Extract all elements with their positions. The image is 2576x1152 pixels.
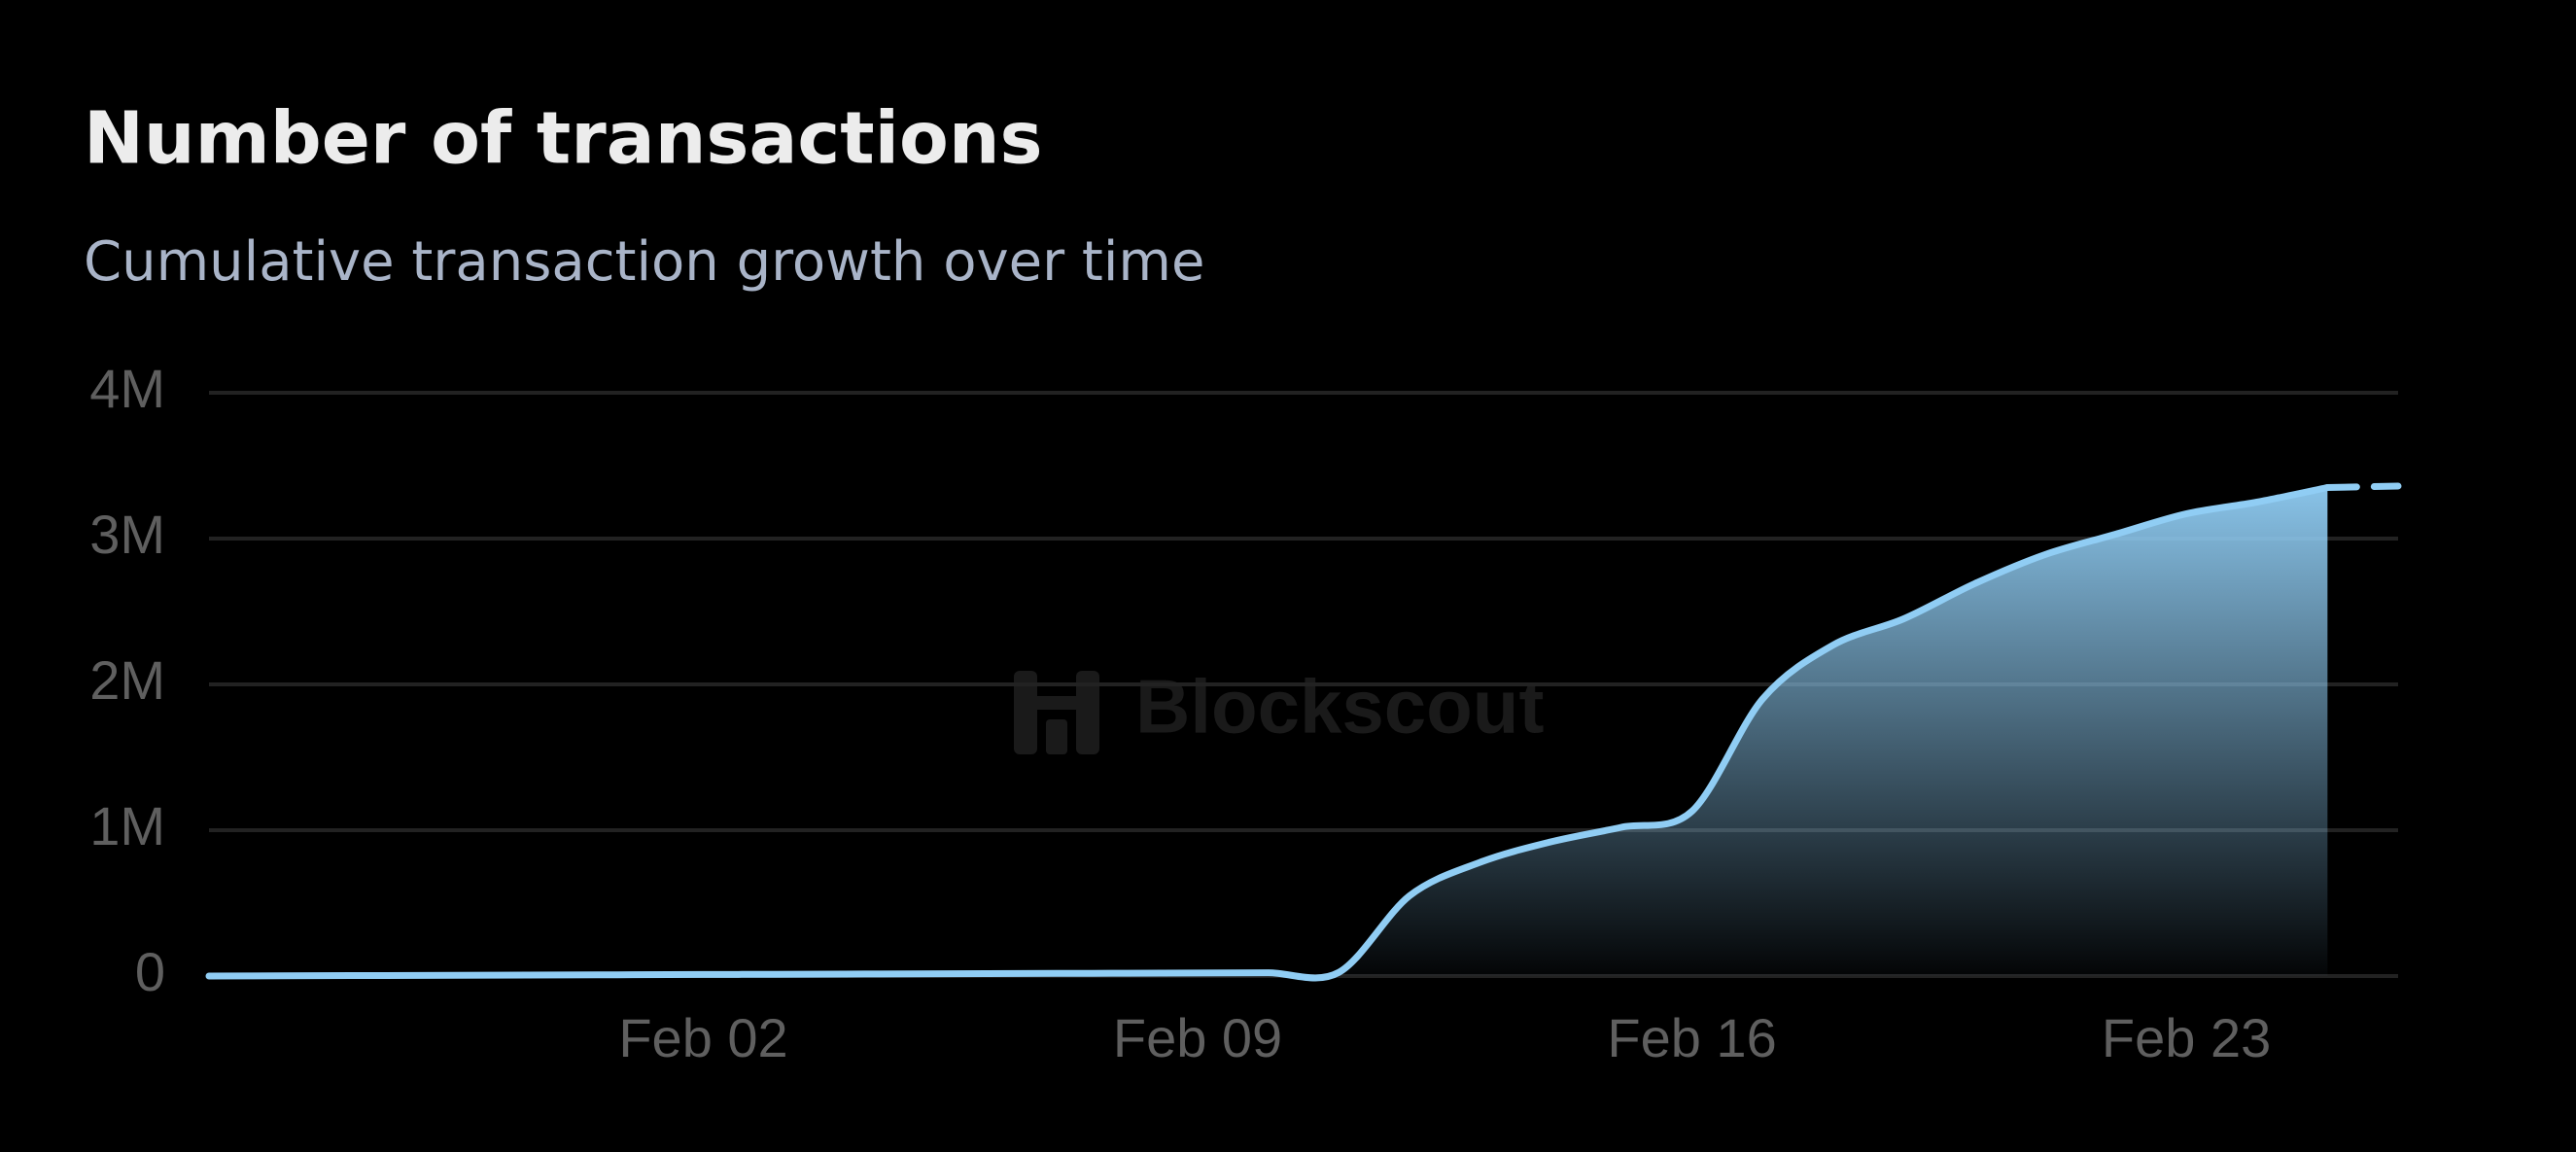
x-tick-label: Feb 16 <box>1607 1007 1776 1068</box>
line <box>205 484 2331 982</box>
line-incomplete <box>2323 482 2402 491</box>
watermark: Blockscout <box>1014 664 1544 754</box>
y-tick-label: 0 <box>135 941 165 1002</box>
y-tick-label: 2M <box>89 649 165 711</box>
x-tick-label: Feb 02 <box>618 1007 787 1068</box>
chart-subtitle: Cumulative transaction growth over time <box>84 230 1204 294</box>
x-tick-label: Feb 09 <box>1113 1007 1282 1068</box>
y-tick-label: 4M <box>89 358 165 419</box>
watermark-icon <box>1076 671 1099 754</box>
y-tick-label: 3M <box>89 504 165 565</box>
area <box>209 487 2328 978</box>
x-tick-label: Feb 23 <box>2102 1007 2271 1068</box>
y-tick-label: 1M <box>89 795 165 856</box>
watermark-text: Blockscout <box>1135 664 1544 750</box>
chart-title: Number of transactions <box>84 97 1043 181</box>
watermark-icon <box>1046 719 1067 754</box>
watermark-icon <box>1037 696 1076 710</box>
watermark-icon <box>1014 671 1037 754</box>
